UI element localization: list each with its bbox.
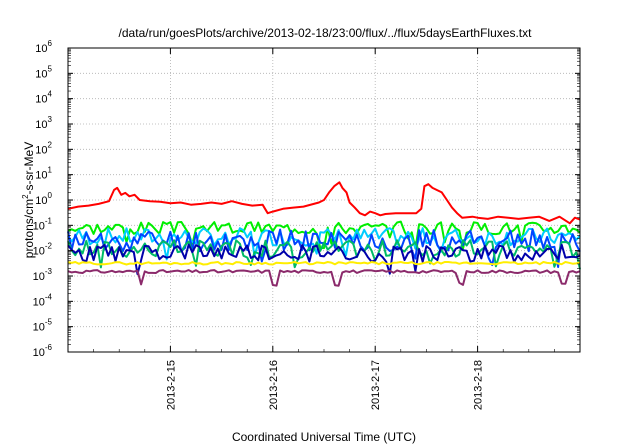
x-axis-ticks: 2013-2-15 2013-2-16 2013-2-17 2013-2-18 bbox=[93, 48, 555, 410]
series-line bbox=[67, 243, 581, 276]
series-line bbox=[67, 239, 581, 270]
y-tick-label: 103 bbox=[35, 115, 52, 131]
series-group bbox=[67, 181, 581, 287]
y-tick-label: 10-4 bbox=[33, 292, 53, 308]
y-tick-label: 101 bbox=[35, 166, 52, 182]
y-axis-title: protons/cm2-s-sr-MeV bbox=[21, 142, 36, 258]
x-tick-label: 2013-2-15 bbox=[165, 360, 177, 410]
x-tick-label: 2013-2-18 bbox=[473, 360, 485, 410]
y-tick-label: 10-3 bbox=[33, 267, 53, 283]
x-tick-label: 2013-2-17 bbox=[370, 360, 382, 410]
y-tick-label: 10-2 bbox=[33, 242, 53, 258]
y-tick-label: 102 bbox=[35, 140, 52, 156]
y-tick-label: 105 bbox=[35, 64, 52, 80]
y-tick-label: 10-5 bbox=[33, 318, 53, 334]
series-line bbox=[67, 181, 581, 225]
y-tick-label: 104 bbox=[35, 90, 52, 106]
y-axis-ticks: 10-6 10-5 10-4 10-3 10-2 10-1 100 101 102 103 104 1… bbox=[33, 39, 580, 359]
x-axis-title: Coordinated Universal Time (UTC) bbox=[232, 430, 416, 444]
series-line bbox=[67, 227, 581, 261]
y-tick-label: 10-6 bbox=[33, 343, 53, 359]
series-line bbox=[67, 220, 581, 250]
x-tick-label: 2013-2-16 bbox=[268, 360, 280, 410]
y-tick-label: 10-1 bbox=[33, 216, 53, 232]
y-tick-label: 106 bbox=[35, 39, 52, 55]
series-line bbox=[67, 261, 581, 266]
chart-title: /data/run/goesPlots/archive/2013-02-18/2… bbox=[119, 26, 533, 40]
series-line bbox=[67, 269, 581, 287]
y-tick-label: 100 bbox=[35, 191, 52, 207]
